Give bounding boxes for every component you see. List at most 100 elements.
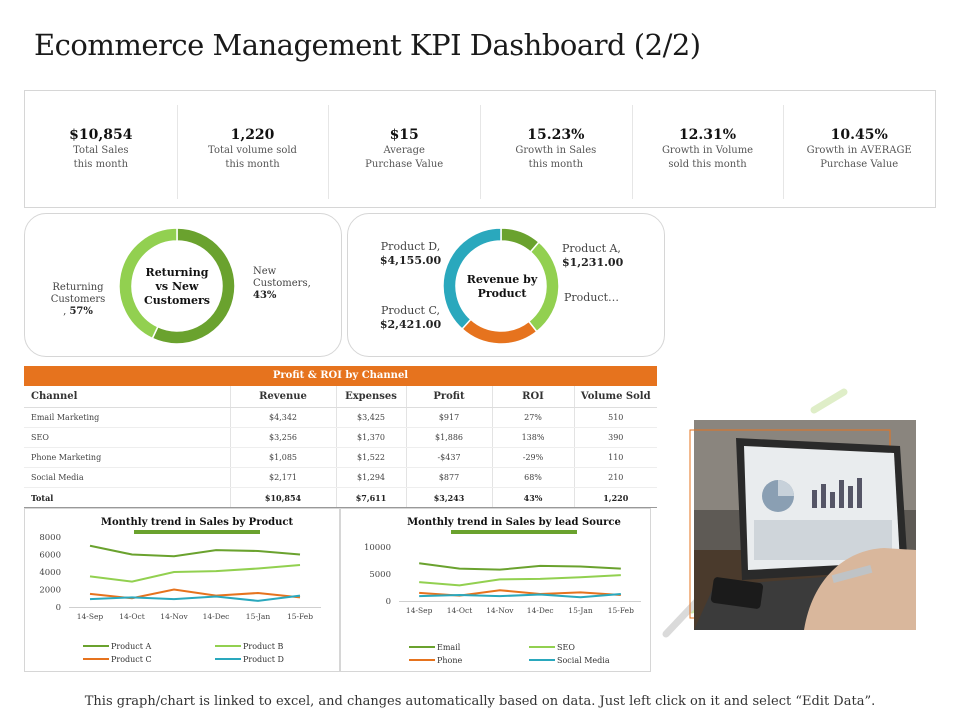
kpi-growth-sales: 15.23% Growth in Sales this month (480, 91, 632, 207)
x-tick-label: 14-Sep (406, 606, 433, 615)
product-c-slice[interactable] (460, 318, 538, 345)
kpi-value: 1,220 (230, 127, 275, 143)
table-total-row: Total $10,854 $7,611 $3,243 43% 1,220 (24, 487, 657, 508)
x-tick-label: 15-Feb (287, 612, 313, 621)
series-line[interactable] (89, 544, 301, 558)
table-cell: -$437 (405, 447, 492, 468)
table-cell: 510 (573, 407, 657, 428)
table-cell: $4,342 (229, 407, 336, 428)
column-header: Channel (24, 386, 230, 408)
new-customers-slice[interactable] (118, 227, 178, 340)
column-header: Volume Sold (573, 386, 657, 408)
kpi-label: sold this month (668, 159, 747, 170)
kpi-label: Growth in AVERAGE (806, 145, 912, 156)
hand (804, 548, 916, 630)
returning-customers-label: Returning Customers , 57% (47, 282, 109, 318)
product-d-label: Product D, $4,155.00 (378, 240, 443, 268)
label-line: New (253, 266, 277, 277)
series-line[interactable] (89, 564, 301, 583)
series-line[interactable] (89, 594, 301, 602)
kpi-growth-average: 10.45% Growth in AVERAGE Purchase Value (783, 91, 935, 207)
kpi-label: Total volume sold (208, 145, 297, 156)
column-header: Profit (405, 386, 492, 408)
revenue-donut-panel: Revenue by Product Product D, $4,155.00 … (347, 213, 665, 357)
screen-bar (848, 486, 853, 508)
product-d-value: $4,155.00 (379, 254, 442, 267)
new-customers-value: 43% (253, 290, 277, 301)
table-cell: $10,854 (229, 487, 336, 508)
table-cell: $1,370 (335, 427, 406, 448)
x-tick-label: 14-Oct (447, 606, 472, 615)
series-line[interactable] (419, 562, 621, 571)
customers-donut-panel: Returning vs New Customers Returning Cus… (24, 213, 342, 357)
title-underline (451, 530, 577, 534)
table-cell: $1,085 (229, 447, 336, 468)
x-tick-label: 14-Sep (77, 612, 104, 621)
y-tick-label: 0 (56, 603, 61, 613)
table-cell: $3,243 (405, 487, 492, 508)
table-cell: $1,522 (335, 447, 406, 468)
revenue-donut-chart[interactable] (348, 214, 666, 358)
table-cell: $3,256 (229, 427, 336, 448)
y-tick-label: 2000 (39, 586, 61, 596)
kpi-value: 15.23% (527, 127, 585, 143)
kpi-label: Average (383, 145, 425, 156)
kpi-value: 10.45% (830, 127, 888, 143)
center-line: Customers (144, 294, 210, 307)
product-a-value: $1,231.00 (562, 256, 624, 269)
sales-by-lead-source-line-chart[interactable]: Monthly trend in Sales by lead Source 0 50… (341, 509, 650, 671)
legend-label: Email (437, 643, 461, 652)
legend-label: Product C (111, 655, 152, 664)
y-tick-label: 8000 (39, 533, 61, 543)
label-line: Customers, (253, 278, 311, 289)
y-tick-label: 0 (386, 597, 391, 607)
kpi-growth-volume: 12.31% Growth in Volume sold this month (631, 91, 784, 207)
table-cell: $877 (405, 467, 492, 488)
sales-by-product-line-chart[interactable]: Monthly trend in Sales by Product 0 2000 40… (25, 509, 339, 671)
screen-pie-slice (778, 480, 794, 496)
footer-note: This graph/chart is linked to excel, and… (84, 694, 876, 709)
page-title: Ecommerce Management KPI Dashboard (2/2) (34, 28, 701, 62)
x-tick-label: 15-Jan (568, 606, 593, 615)
table-cell: 43% (491, 487, 574, 508)
kpi-label: Purchase Value (365, 159, 444, 170)
channel-table: Channel Revenue Expenses Profit ROI Volu… (24, 386, 657, 508)
table-cell: Phone Marketing (24, 447, 230, 468)
screen-bar (830, 492, 835, 508)
series-line[interactable] (419, 592, 621, 599)
center-line: vs New (155, 280, 199, 293)
y-tick-label: 4000 (39, 568, 61, 578)
table-row: Social Media $2,171 $1,294 $877 68% 210 (24, 467, 657, 488)
decor-stroke (810, 388, 848, 414)
screen-bar (857, 478, 862, 508)
phone-on-desk (710, 577, 764, 609)
kpi-strip: $10,854 Total Sales this month 1,220 Tot… (24, 90, 936, 208)
returning-customers-value: 57% (69, 306, 93, 317)
kpi-value: $10,854 (69, 127, 133, 143)
kpi-total-sales: $10,854 Total Sales this month (25, 91, 177, 207)
product-d-slice[interactable] (442, 227, 502, 331)
series-line[interactable] (419, 574, 621, 587)
kpi-value: $15 (389, 127, 419, 143)
screen-bar (839, 480, 844, 508)
new-customers-label: New Customers, 43% (253, 266, 323, 302)
label-line: Customers (50, 294, 106, 305)
kpi-average-purchase: $15 Average Purchase Value (328, 91, 480, 207)
table-cell: 68% (491, 467, 574, 488)
customers-donut-chart[interactable] (25, 214, 343, 358)
label-line: , 57% (47, 306, 109, 318)
revenue-donut-center-label: Revenue by Product (462, 273, 542, 301)
label-line: Returning (52, 282, 104, 293)
product-c-label: Product C, $2,421.00 (378, 304, 443, 332)
kpi-label: Growth in Volume (661, 145, 754, 156)
sales-by-lead-source-chart-box: Monthly trend in Sales by lead Source 0 50… (340, 508, 651, 672)
y-tick-label: 10000 (364, 543, 391, 553)
center-line: Revenue by (466, 273, 538, 286)
kpi-label: Total Sales (73, 145, 129, 156)
y-tick-label: 6000 (39, 551, 61, 561)
table-cell: Total (24, 487, 230, 508)
center-line: Returning (145, 266, 209, 279)
legend-label: Product B (243, 642, 284, 651)
table-cell: Social Media (24, 467, 230, 488)
table-cell: $7,611 (335, 487, 406, 508)
